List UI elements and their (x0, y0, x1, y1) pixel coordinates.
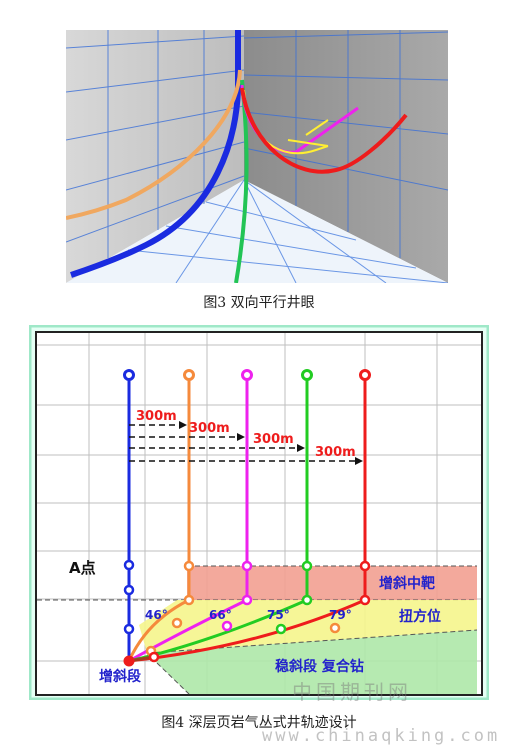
angle-label-3: 75° (267, 608, 290, 622)
well-5-curve (128, 598, 366, 663)
well-path-orange (66, 69, 242, 220)
well-path-blue (70, 30, 241, 278)
build-zone-label: 增斜段 (99, 668, 141, 685)
well-heads (123, 369, 371, 381)
angle-label-1: 46° (145, 608, 168, 622)
turn-zone-label: 扭方位 (399, 608, 441, 625)
target-zone (187, 566, 477, 600)
well-nodes (123, 559, 371, 663)
distance-label-1: 300m (136, 409, 177, 424)
figure4-svg: 300m 300m 300m 300m A点 46° 66° 75° 79° 增… (28, 324, 490, 701)
target-zone-label: 增斜中靶 (379, 575, 435, 592)
pad-node (123, 655, 135, 667)
figure3-render (66, 30, 448, 283)
hold-zone (147, 630, 477, 694)
distance-arrows (129, 424, 357, 462)
well-3-curve (128, 598, 248, 663)
distance-label-4: 300m (315, 445, 356, 460)
angle-label-2: 66° (209, 608, 232, 622)
distance-label-2: 300m (189, 421, 230, 436)
distance-label-3: 300m (253, 432, 294, 447)
figure4-caption: 图4 深层页岩气丛式井轨迹设计 (161, 715, 357, 731)
angle-label-4: 79° (329, 608, 352, 622)
figure3-svg (66, 30, 448, 283)
watermark-cn: 中国期刊网 (292, 680, 412, 704)
watermark-url: www.chinaqking.com (262, 726, 501, 746)
turn-zone (139, 600, 477, 653)
figure4-diagram: 300m 300m 300m 300m A点 46° 66° 75° 79° 增… (28, 324, 490, 701)
left-wall (66, 30, 244, 283)
well-path-red (240, 87, 408, 174)
well-2-curve (127, 598, 190, 662)
figure3-caption: 图3 双向平行井眼 (203, 295, 315, 311)
hold-zone-label: 稳斜段 复合钻 (275, 658, 364, 675)
right-wall (244, 30, 448, 283)
point-a-label: A点 (69, 559, 96, 577)
